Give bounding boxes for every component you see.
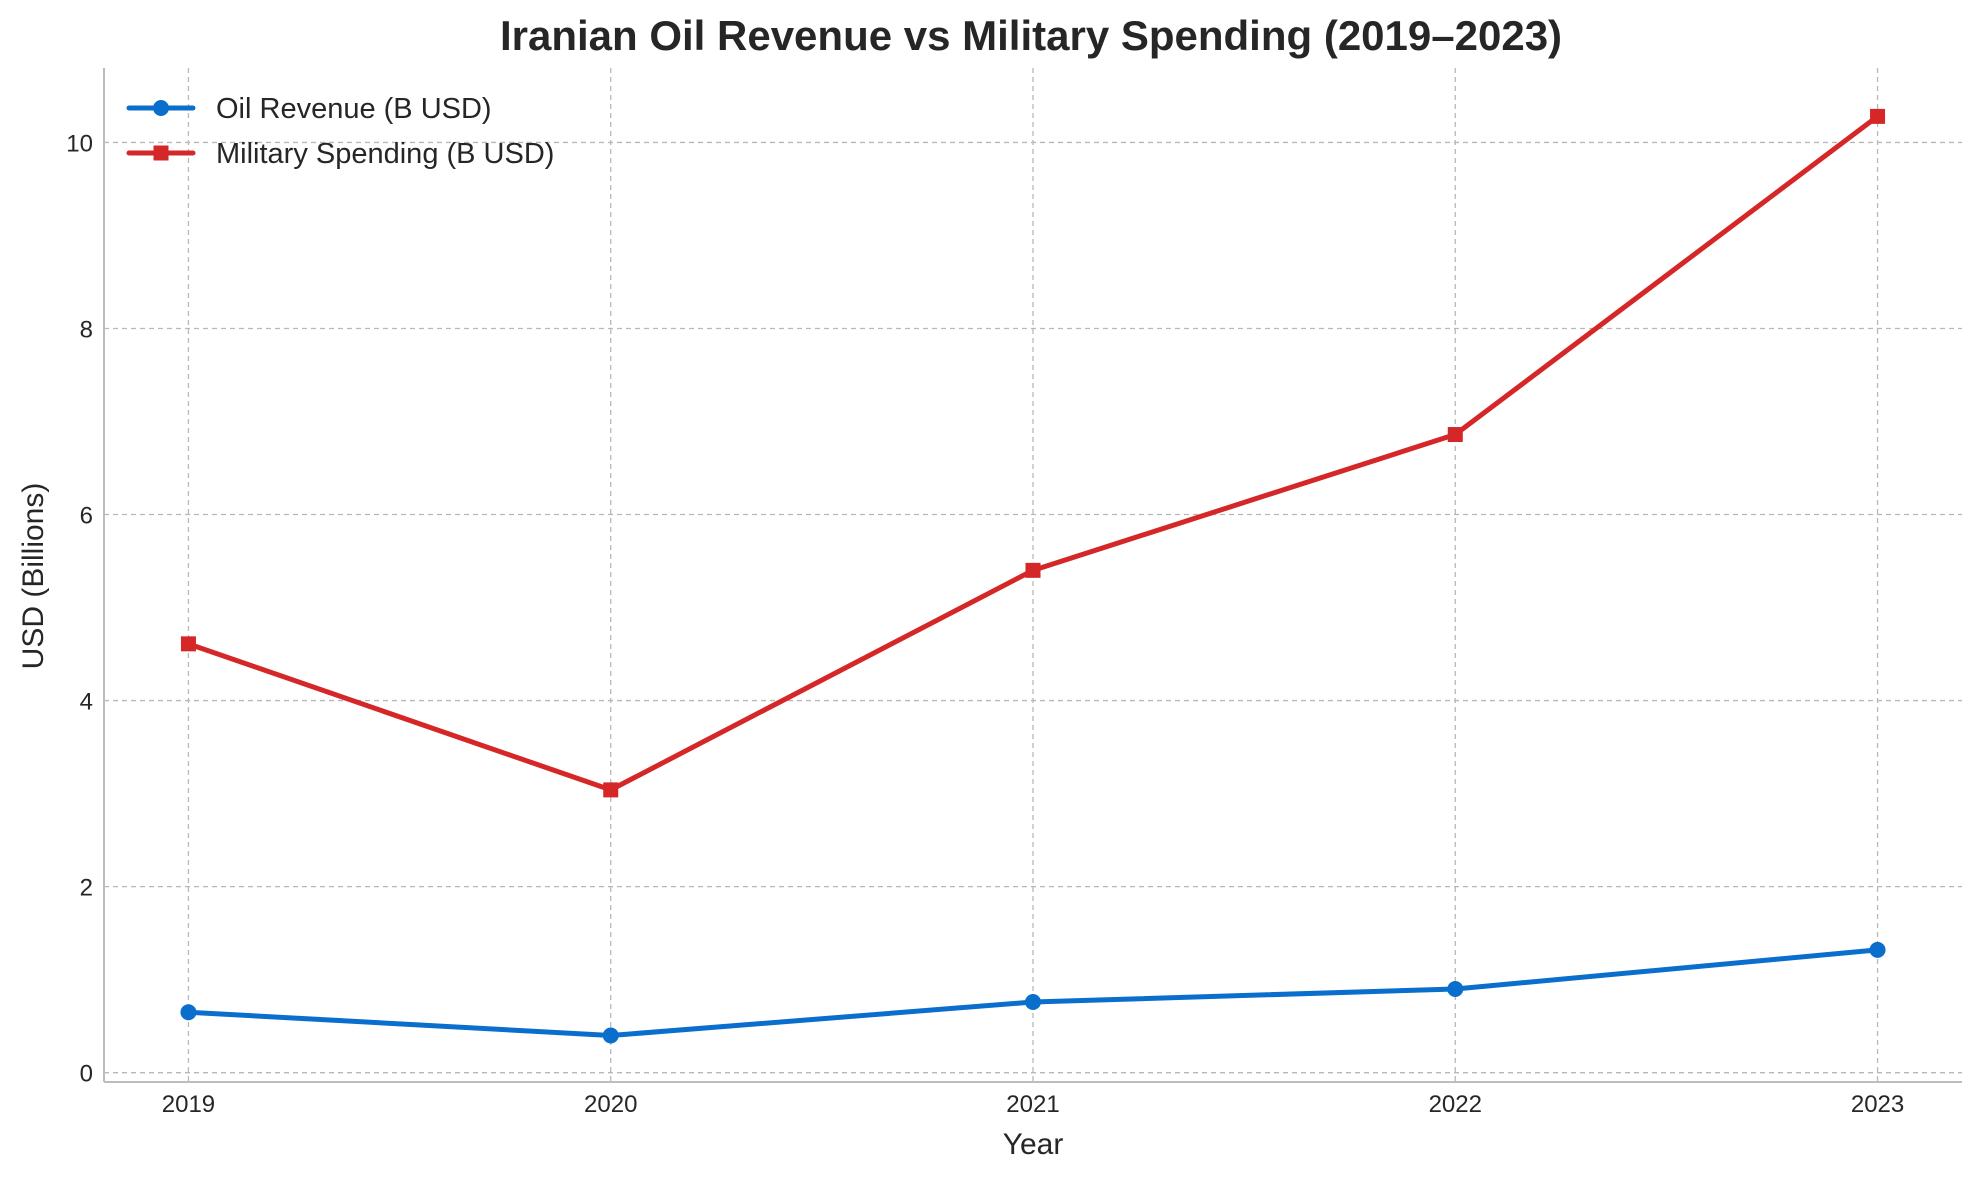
oil-revenue-series: [180, 941, 1886, 1044]
oil-revenue-point: [602, 1027, 619, 1044]
legend-marker: [153, 145, 169, 161]
oil-revenue-point: [1447, 980, 1464, 997]
military-spending-series: [180, 108, 1886, 798]
y-tick-label: 8: [80, 316, 93, 343]
military-spending-point: [603, 782, 619, 798]
oil-revenue-point: [1869, 941, 1886, 958]
legend-label: Oil Revenue (B USD): [216, 93, 492, 125]
oil-revenue-point: [1025, 993, 1041, 1010]
military-spending-point: [180, 636, 196, 652]
x-tick-label: 2019: [162, 1091, 215, 1118]
legend-marker: [153, 100, 169, 116]
x-tick-label: 2023: [1851, 1091, 1904, 1118]
military-spending-line: [185, 113, 1881, 793]
oil-revenue-point: [180, 1004, 197, 1021]
military-spending-point: [1025, 562, 1041, 578]
x-tick-label: 2022: [1429, 1091, 1482, 1118]
legend-item-oil-revenue: Oil Revenue (B USD): [126, 93, 492, 125]
y-tick-label: 0: [80, 1061, 93, 1088]
legend-item-military-spending: Military Spending (B USD): [126, 138, 554, 170]
x-tick-label: 2021: [1006, 1091, 1059, 1118]
series: [180, 108, 1886, 1044]
military-spending-point: [1447, 427, 1463, 443]
x-axis-label: Year: [1003, 1128, 1064, 1161]
y-tick-label: 2: [80, 875, 93, 902]
y-tick-label: 6: [80, 503, 93, 530]
military-spending-point: [1870, 108, 1886, 124]
y-tick-label: 4: [80, 689, 93, 716]
tick-labels: 0 2 4 6 8 10 2019 2020 2021 2022 2023: [66, 130, 1904, 1118]
axes-spines: [103, 68, 1962, 1083]
legend-label: Military Spending (B USD): [216, 138, 554, 170]
x-tick-label: 2020: [584, 1091, 637, 1118]
y-axis-label: USD (Billions): [17, 483, 50, 670]
y-tick-label: 10: [66, 130, 93, 157]
grid: [104, 68, 1962, 1082]
chart-title: Iranian Oil Revenue vs Military Spending…: [500, 12, 1562, 59]
legend: Oil Revenue (B USD) Military Spending (B …: [126, 93, 554, 170]
